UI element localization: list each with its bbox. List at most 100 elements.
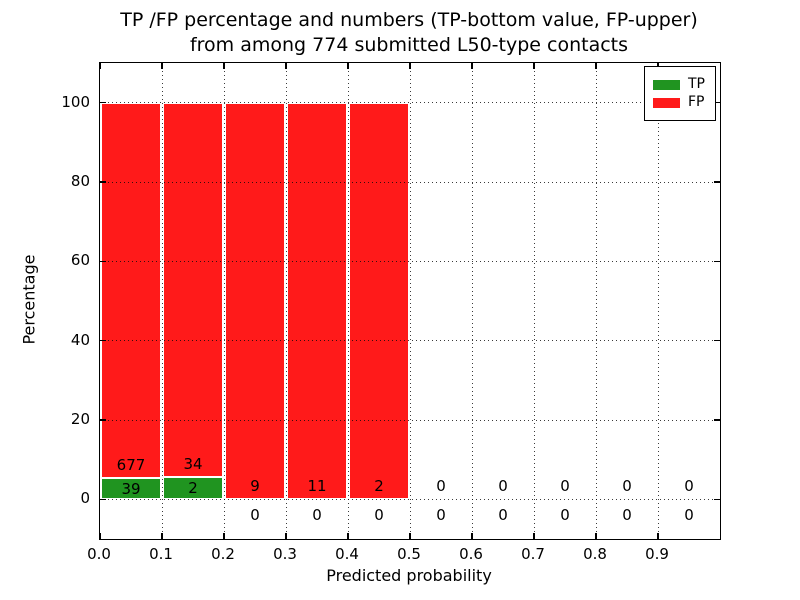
tick-x-bottom-0.6 xyxy=(471,533,473,539)
x-tick-label-0.9: 0.9 xyxy=(645,545,669,563)
tick-x-top-0.3 xyxy=(285,63,287,69)
x-tick-label-0.6: 0.6 xyxy=(459,545,483,563)
tick-x-top-0.5 xyxy=(409,63,411,69)
legend-entry-fp: FP xyxy=(653,95,705,110)
tp-count-label-bin-6: 0 xyxy=(498,506,508,525)
tick-x-bottom-0.5 xyxy=(409,533,411,539)
tick-x-bottom-0.2 xyxy=(223,533,225,539)
gridline-y-0 xyxy=(100,498,720,500)
fp-count-label-bin-3: 11 xyxy=(307,477,327,496)
x-tick-label-0.0: 0.0 xyxy=(87,545,111,563)
tick-y-right-20 xyxy=(714,419,720,421)
tick-x-bottom-0.4 xyxy=(347,533,349,539)
tp-count-label-bin-1: 2 xyxy=(188,479,198,498)
x-tick-label-0.5: 0.5 xyxy=(397,545,421,563)
gridline-x-0.3 xyxy=(285,63,287,539)
tick-y-left-20 xyxy=(100,419,106,421)
x-tick-label-0.7: 0.7 xyxy=(521,545,545,563)
y-tick-label-40: 40 xyxy=(70,330,90,349)
fp-count-label-bin-4: 2 xyxy=(374,477,384,496)
y-tick-label-0: 0 xyxy=(80,489,90,508)
tick-x-top-0.4 xyxy=(347,63,349,69)
tick-y-right-0 xyxy=(714,498,720,501)
tp-count-label-bin-2: 0 xyxy=(250,506,260,525)
tp-count-label-bin-9: 0 xyxy=(684,506,694,525)
y-tick-label-80: 80 xyxy=(70,172,90,190)
tp-count-label-bin-3: 0 xyxy=(312,506,322,525)
tick-y-left-100 xyxy=(100,101,106,104)
bar-fp-bin-3 xyxy=(287,102,347,500)
chart-title-line-2: from among 774 submitted L50-type contac… xyxy=(189,34,629,56)
fp-count-label-bin-6: 0 xyxy=(498,477,508,496)
tick-x-top-0.7 xyxy=(533,63,535,69)
x-axis-label: Predicted probability xyxy=(326,566,492,585)
tick-x-top-0.6 xyxy=(471,63,473,69)
tp-count-label-bin-8: 0 xyxy=(622,506,632,525)
tick-x-bottom-0.7 xyxy=(533,533,535,539)
gridline-x-0.2 xyxy=(223,63,225,539)
gridline-x-0.4 xyxy=(347,63,349,539)
tick-y-left-60 xyxy=(100,260,106,263)
bar-fp-bin-1 xyxy=(163,102,223,478)
legend-label-tp: TP xyxy=(688,76,705,92)
legend: TP FP xyxy=(644,66,716,121)
tp-count-label-bin-7: 0 xyxy=(560,506,570,525)
x-tick-label-0.1: 0.1 xyxy=(149,545,173,563)
gridline-x-0.6 xyxy=(471,63,473,539)
gridline-y-60 xyxy=(100,260,720,262)
bar-fp-bin-4 xyxy=(349,102,409,500)
fp-count-label-bin-8: 0 xyxy=(622,477,632,496)
fp-count-label-bin-5: 0 xyxy=(436,477,446,496)
gridline-y-40 xyxy=(100,340,720,342)
tick-x-bottom-0 xyxy=(99,533,101,539)
tick-x-top-0.8 xyxy=(595,63,597,69)
gridline-x-0.1 xyxy=(161,63,163,539)
tick-x-top-0 xyxy=(99,63,101,69)
bar-tp-bin-0 xyxy=(101,477,161,500)
gridline-x-0.5 xyxy=(409,63,411,539)
gridline-y-20 xyxy=(100,419,720,421)
bar-fp-bin-2 xyxy=(225,102,285,500)
bar-tp-bin-1 xyxy=(163,477,223,500)
tp-count-label-bin-5: 0 xyxy=(436,506,446,525)
gridline-x-0.8 xyxy=(595,63,597,539)
tick-x-bottom-0.9 xyxy=(657,533,659,539)
chart-title-line-1: TP /FP percentage and numbers (TP-bottom… xyxy=(120,9,698,31)
legend-swatch-fp xyxy=(653,97,680,108)
tick-y-left-80 xyxy=(100,181,106,183)
gridline-x-0.7 xyxy=(533,63,535,539)
tick-x-top-0.1 xyxy=(161,63,163,69)
tick-y-left-40 xyxy=(100,339,106,342)
tick-x-bottom-0.1 xyxy=(161,533,163,539)
tick-y-right-60 xyxy=(714,260,720,263)
fp-count-label-bin-1: 34 xyxy=(183,455,203,474)
gridline-x-0.9 xyxy=(657,63,659,539)
legend-label-fp: FP xyxy=(688,94,705,110)
tick-x-bottom-0.3 xyxy=(285,533,287,539)
tick-x-top-0.2 xyxy=(223,63,225,69)
tick-y-right-100 xyxy=(714,101,720,104)
legend-swatch-tp xyxy=(653,79,680,90)
tp-count-label-bin-0: 39 xyxy=(121,479,141,498)
tick-y-left-0 xyxy=(100,498,106,501)
x-tick-label-0.3: 0.3 xyxy=(273,545,297,563)
x-tick-label-0.4: 0.4 xyxy=(335,545,359,563)
plot-area: TP FP 677 39 34 2 9 0 11 0 2 0 0 0 0 0 0 0 0 0 0 0 xyxy=(99,62,721,540)
fp-count-label-bin-0: 677 xyxy=(116,455,146,474)
x-tick-label-0.2: 0.2 xyxy=(211,545,235,563)
bar-fp-bin-0 xyxy=(101,102,161,478)
tick-y-right-80 xyxy=(714,181,720,183)
x-tick-label-0.8: 0.8 xyxy=(583,545,607,563)
y-tick-label-20: 20 xyxy=(70,410,90,428)
legend-entry-tp: TP xyxy=(653,77,705,92)
tp-count-label-bin-4: 0 xyxy=(374,506,384,525)
y-tick-label-60: 60 xyxy=(70,251,90,270)
fp-count-label-bin-9: 0 xyxy=(684,477,694,496)
gridline-y-80 xyxy=(100,181,720,183)
gridline-y-100 xyxy=(100,102,720,104)
fp-count-label-bin-7: 0 xyxy=(560,477,570,496)
tick-x-bottom-0.8 xyxy=(595,533,597,539)
tick-y-right-40 xyxy=(714,339,720,342)
fp-count-label-bin-2: 9 xyxy=(250,477,260,496)
